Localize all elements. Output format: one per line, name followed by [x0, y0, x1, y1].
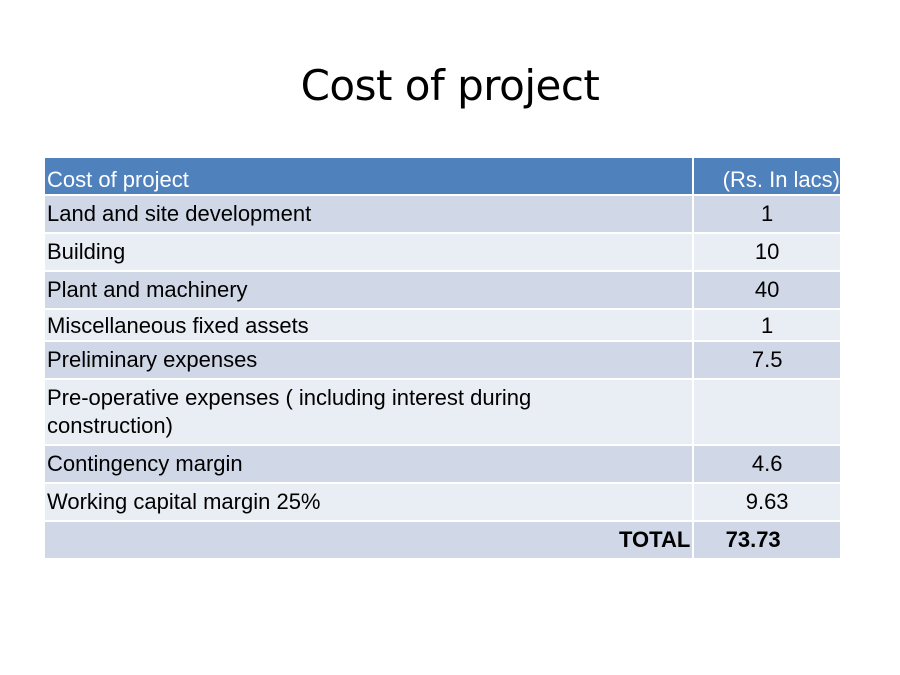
total-label-cell: TOTAL: [45, 520, 695, 558]
amount-cell: 4.6: [693, 444, 840, 483]
item-cell: Preliminary expenses: [45, 340, 695, 379]
table-row: Pre-operative expenses ( including inter…: [45, 378, 840, 445]
table-header-row: Cost of project (Rs. In lacs): [45, 158, 840, 195]
amount-cell: [693, 378, 840, 445]
slide-title: Cost of project: [300, 61, 600, 110]
item-cell: Working capital margin 25%: [45, 482, 695, 521]
item-cell: Land and site development: [45, 194, 695, 233]
amount-cell: 10: [693, 232, 840, 271]
item-cell: Building: [45, 232, 695, 271]
total-amount-cell: 73.73: [693, 520, 840, 558]
header-amount-cell: (Rs. In lacs): [693, 158, 840, 195]
table-row: Working capital margin 25% 9.63: [45, 482, 840, 521]
table-total-row: TOTAL 73.73: [45, 520, 840, 558]
amount-cell: 1: [693, 194, 840, 233]
amount-cell: 1: [693, 308, 840, 341]
amount-cell: 9.63: [693, 482, 840, 521]
table-row: Land and site development 1: [45, 194, 840, 233]
table-row: Preliminary expenses 7.5: [45, 340, 840, 379]
amount-cell: 40: [693, 270, 840, 309]
cost-table: Cost of project (Rs. In lacs) Land and s…: [45, 158, 840, 558]
amount-cell: 7.5: [693, 340, 840, 379]
table-row: Contingency margin 4.6: [45, 444, 840, 483]
item-cell: Miscellaneous fixed assets: [45, 308, 695, 341]
item-cell: Contingency margin: [45, 444, 695, 483]
table-row: Plant and machinery 40: [45, 270, 840, 309]
item-cell: Pre-operative expenses ( including inter…: [45, 378, 695, 445]
table-row: Building 10: [45, 232, 840, 271]
header-item-cell: Cost of project: [45, 158, 695, 195]
table-row: Miscellaneous fixed assets 1: [45, 308, 840, 341]
item-cell: Plant and machinery: [45, 270, 695, 309]
